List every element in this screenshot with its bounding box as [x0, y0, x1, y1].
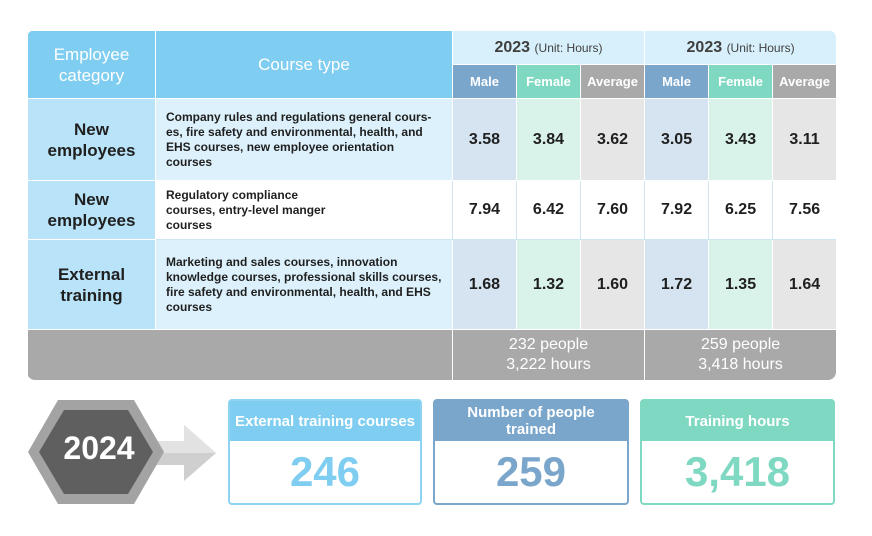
year-hexagon-icon — [28, 400, 164, 504]
cell-a-average: 7.60 — [579, 180, 646, 240]
card-value: 259 — [495, 448, 567, 495]
totals-b: 259 people 3,418 hours — [644, 329, 836, 380]
cell-a-male: 7.94 — [452, 180, 517, 240]
cell-b-male: 7.92 — [644, 180, 710, 240]
totals-a-people: 232 people — [508, 336, 589, 353]
cell-a-male: 3.58 — [452, 98, 517, 181]
cell-b-average: 1.64 — [772, 239, 836, 330]
totals-b-people: 259 people — [700, 336, 781, 353]
card-label: External training courses — [230, 401, 420, 441]
summary-year: 2024 — [63, 430, 135, 466]
cell-b-female: 1.35 — [708, 239, 774, 330]
totals-a: 232 people 3,222 hours — [451, 329, 646, 380]
table-row: New employees Regulatory compliance cour… — [27, 180, 836, 240]
cell-a-female: 1.32 — [516, 239, 581, 330]
row-category: New employees — [27, 180, 156, 240]
card-people-trained: Number of people trained 259 — [433, 399, 629, 505]
training-hours-table: Employee category Course type 2023 (Unit… — [27, 30, 836, 380]
row-course-type: Marketing and sales courses, innovation … — [155, 239, 453, 330]
cell-b-male: 3.05 — [644, 98, 710, 181]
row-course-type: Company rules and regulations general co… — [155, 98, 453, 181]
card-value: 3,418 — [684, 448, 791, 495]
header-b-average: Average — [772, 64, 836, 99]
cell-b-average: 3.11 — [772, 98, 836, 181]
cell-a-male: 1.68 — [452, 239, 517, 330]
totals-a-hours: 3,222 hours — [506, 356, 591, 373]
cell-a-female: 6.42 — [516, 180, 581, 240]
card-label: Training hours — [642, 401, 833, 441]
header-year-a: 2023 (Unit: Hours) — [451, 30, 646, 65]
header-a-average: Average — [579, 64, 646, 99]
row-category: External training — [27, 239, 156, 330]
header-year-b: 2023 (Unit: Hours) — [644, 30, 836, 65]
arrow-icon — [150, 425, 216, 481]
year-b-unit: (Unit: Hours) — [726, 40, 795, 55]
cell-b-female: 6.25 — [708, 180, 774, 240]
cell-b-male: 1.72 — [644, 239, 710, 330]
cell-a-female: 3.84 — [516, 98, 581, 181]
header-course-type: Course type — [155, 30, 453, 99]
row-category: New employees — [27, 98, 156, 181]
card-value: 246 — [289, 448, 361, 495]
training-table-container: Employee category Course type 2023 (Unit… — [27, 30, 836, 380]
card-training-hours: Training hours 3,418 — [640, 399, 835, 505]
header-b-female: Female — [708, 64, 774, 99]
cell-a-average: 1.60 — [579, 239, 646, 330]
totals-row: 232 people 3,222 hours 259 people 3,418 … — [27, 329, 836, 380]
cell-b-female: 3.43 — [708, 98, 774, 181]
year-a-label: 2023 — [494, 38, 531, 56]
row-course-type: Regulatory compliance courses, entry-lev… — [155, 180, 453, 240]
header-a-male: Male — [452, 64, 517, 99]
table-row: External training Marketing and sales co… — [27, 239, 836, 330]
table-row: New employees Company rules and regulati… — [27, 98, 836, 181]
year-a-unit: (Unit: Hours) — [534, 40, 603, 55]
header-b-male: Male — [644, 64, 710, 99]
header-a-female: Female — [516, 64, 581, 99]
totals-b-hours: 3,418 hours — [698, 356, 783, 373]
cell-a-average: 3.62 — [579, 98, 646, 181]
year-b-label: 2023 — [686, 38, 723, 56]
card-label: Number of people trained — [435, 401, 627, 441]
header-employee-category: Employee category — [27, 30, 156, 99]
cell-b-average: 7.56 — [772, 180, 836, 240]
card-external-training-courses: External training courses 246 — [228, 399, 422, 505]
totals-blank — [27, 329, 453, 380]
